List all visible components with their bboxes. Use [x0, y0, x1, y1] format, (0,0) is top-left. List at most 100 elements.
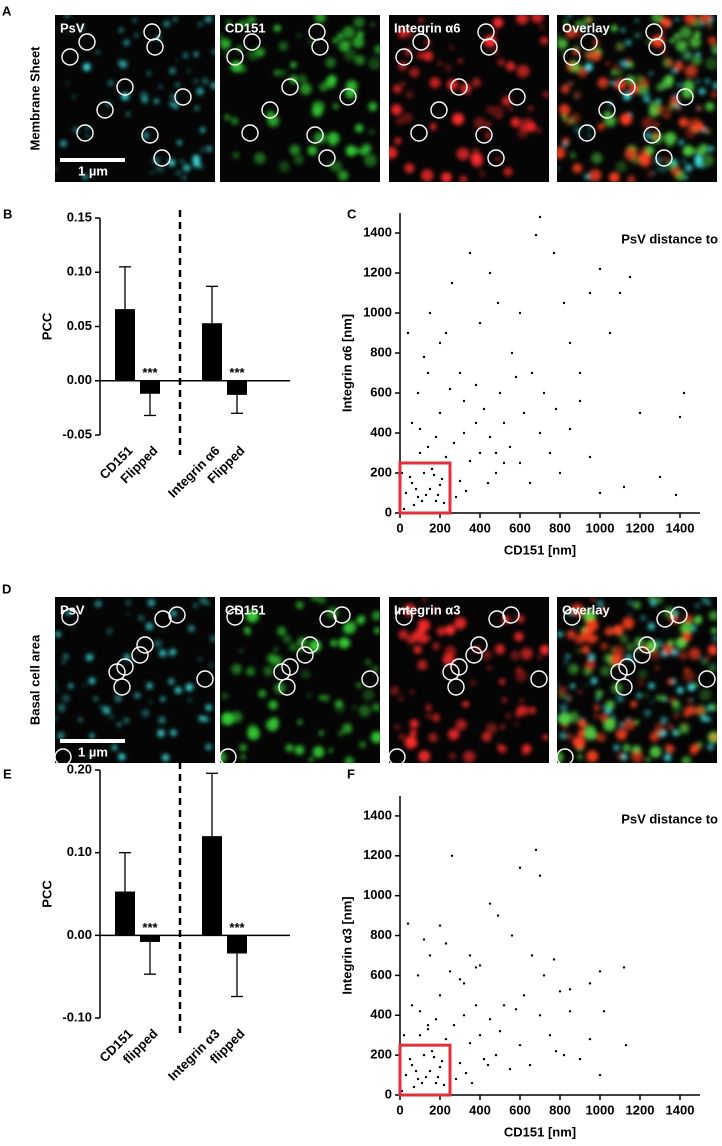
micrograph: Integrin α3 [388, 597, 549, 766]
signal-spot [696, 105, 702, 112]
signal-spot [278, 69, 287, 77]
point [438, 483, 442, 487]
signal-spot [82, 63, 91, 72]
signal-spot [134, 33, 139, 38]
roi-circle [339, 88, 357, 106]
signal-spot [66, 610, 71, 616]
signal-spot [409, 729, 417, 737]
signal-spot [404, 163, 415, 174]
signal-spot [239, 648, 244, 653]
x-tick-label: 0 [396, 1102, 403, 1117]
point [678, 415, 682, 419]
point [462, 982, 466, 985]
signal-spot [602, 705, 605, 709]
signal-spot [196, 87, 204, 96]
signal-spot [675, 17, 680, 22]
signal-spot [372, 703, 380, 712]
signal-spot [308, 757, 314, 762]
signal-spot [297, 719, 303, 725]
x-axis-label: CD151 [nm] [504, 1124, 576, 1139]
point [518, 461, 522, 465]
signal-spot [616, 694, 624, 703]
roi-circle [281, 78, 299, 96]
signal-spot [142, 709, 150, 717]
signal-spot [125, 599, 132, 606]
signal-spot [625, 39, 632, 46]
signal-spot [470, 152, 483, 165]
signal-spot [328, 748, 333, 753]
signal-spot [651, 700, 654, 703]
signal-spot [577, 754, 583, 760]
signal-spot [660, 17, 672, 28]
signal-spot [684, 176, 688, 180]
signal-spot [210, 82, 215, 89]
point [538, 874, 542, 877]
y-tick-label: 1400 [363, 807, 392, 822]
signal-spot [344, 756, 355, 763]
signal-spot [62, 694, 70, 702]
signal-spot [95, 50, 100, 54]
point [482, 407, 486, 411]
signal-spot [616, 728, 628, 741]
signal-spot [345, 145, 357, 157]
point [402, 507, 406, 511]
point [422, 1053, 426, 1057]
point [558, 471, 562, 475]
signal-spot [572, 736, 586, 749]
signal-spot [707, 601, 711, 605]
point [438, 341, 442, 345]
point [534, 848, 538, 852]
signal-spot [651, 35, 665, 48]
point [434, 499, 438, 503]
signal-spot [205, 145, 213, 152]
bar [140, 380, 160, 394]
signal-spot [232, 152, 240, 159]
signal-spot [633, 33, 639, 38]
point [450, 854, 454, 857]
signal-spot [706, 24, 713, 30]
roi-circle [136, 636, 154, 654]
signal-spot [426, 705, 432, 711]
signal-spot [55, 716, 58, 721]
signal-spot [569, 152, 577, 159]
signal-spot [589, 169, 602, 182]
signal-spot [644, 709, 652, 717]
signal-spot [108, 80, 114, 86]
y-tick-label: 400 [370, 1007, 392, 1022]
signal-spot [659, 29, 666, 35]
signal-spot [538, 24, 545, 30]
signal-spot [694, 154, 703, 163]
micrograph: Overlay [557, 15, 717, 182]
signal-spot [338, 637, 350, 649]
x-tick-label: 1200 [626, 1102, 655, 1117]
signal-spot [704, 127, 710, 134]
signal-spot [576, 648, 581, 653]
signal-spot [653, 132, 659, 139]
signal-spot [684, 705, 692, 714]
signal-spot [318, 730, 324, 736]
roi-circle [78, 33, 96, 51]
signal-spot [352, 705, 357, 710]
roi-circle [598, 101, 616, 119]
signal-spot [623, 92, 631, 101]
point [478, 451, 482, 455]
signal-spot [660, 716, 668, 724]
signal-spot [83, 683, 87, 687]
signal-spot [199, 597, 207, 605]
panel-letter: E [3, 766, 12, 781]
signal-spot [55, 682, 57, 685]
signal-spot [220, 751, 227, 763]
signal-spot [332, 38, 338, 44]
signal-spot [60, 140, 67, 147]
signal-spot [627, 599, 634, 606]
signal-spot [224, 114, 231, 121]
signal-spot [370, 731, 380, 744]
point [410, 481, 414, 485]
signal-spot [557, 686, 568, 696]
signal-spot [416, 51, 425, 60]
signal-spot [570, 603, 584, 617]
signal-spot [528, 105, 534, 112]
signal-spot [282, 634, 292, 644]
signal-spot [102, 706, 111, 715]
y-tick-label: 0.20 [67, 761, 92, 776]
